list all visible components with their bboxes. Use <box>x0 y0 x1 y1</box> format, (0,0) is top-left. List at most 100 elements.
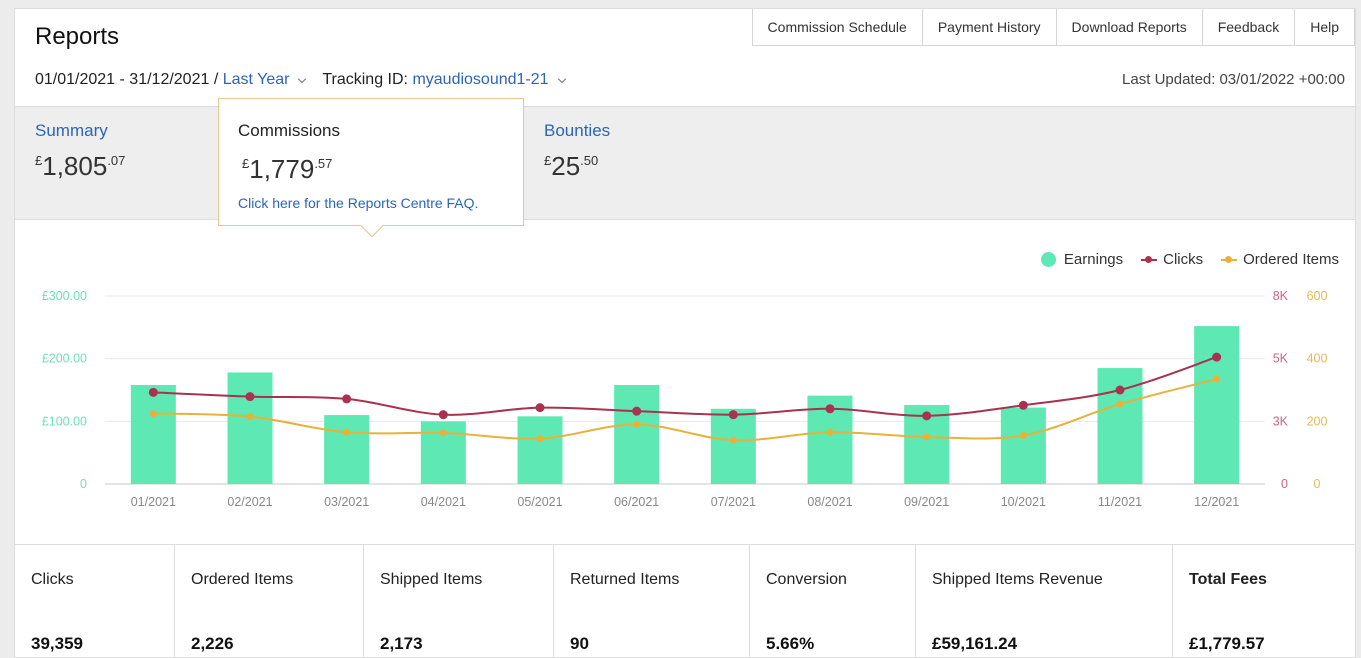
ordered-items-point <box>1213 375 1221 383</box>
bounties-label[interactable]: Bounties <box>544 121 611 140</box>
tab-payment-history[interactable]: Payment History <box>921 9 1057 46</box>
stats-row: Clicks 39,359 Ordered Items 2,226 Shippe… <box>15 544 1355 658</box>
ordered-items-point <box>826 428 834 436</box>
reports-panel: Reports Commission Schedule Payment Hist… <box>14 8 1356 658</box>
stat-shipped-items: Shipped Items 2,173 <box>364 545 554 658</box>
page-title: Reports <box>35 23 120 50</box>
stat-label: Conversion <box>766 571 847 588</box>
stat-value: 2,173 <box>380 634 423 653</box>
earnings-chart: 0 £100.00 £200.00 £300.00 0 3K 5K 8K 0 200 400 600 0… <box>42 289 1328 509</box>
commissions-whole: 1,779 <box>249 154 315 184</box>
x-axis-label: 01/2021 <box>131 495 176 509</box>
clicks-point <box>148 387 158 397</box>
legend-ordered[interactable]: Ordered Items <box>1221 251 1339 268</box>
ordered-axis-tick: 0 <box>1314 477 1321 491</box>
x-axis-label: 05/2021 <box>517 495 562 509</box>
x-axis-label: 07/2021 <box>711 495 756 509</box>
tracking-id-dropdown[interactable]: myaudiosound1-21 <box>412 71 549 88</box>
tracking-label: Tracking ID: <box>322 71 408 88</box>
left-axis-tick: £300.00 <box>42 289 87 303</box>
ordered-items-point <box>536 435 544 443</box>
ordered-items-point <box>1116 400 1124 408</box>
filter-row: 01/01/2021 - 31/12/2021 / Last Year Trac… <box>35 71 573 89</box>
stat-label: Returned Items <box>570 571 680 588</box>
top-nav: Commission Schedule Payment History Down… <box>751 9 1355 46</box>
ordered-axis-tick: 600 <box>1307 289 1328 303</box>
commissions-decimal: .57 <box>314 156 333 171</box>
stat-value: 5.66% <box>766 634 815 653</box>
commissions-popover: Commissions £1,779.57 Click here for the… <box>218 98 524 238</box>
stat-label: Ordered Items <box>191 571 294 588</box>
bounties-card[interactable]: Bounties £25.50 <box>544 121 610 182</box>
ordered-swatch <box>1221 255 1238 265</box>
clicks-axis-tick: 0 <box>1281 477 1288 491</box>
tab-help[interactable]: Help <box>1294 9 1355 46</box>
x-axis-label: 10/2021 <box>1001 495 1046 509</box>
ordered-items-point <box>149 410 157 417</box>
ordered-items-point <box>246 413 254 421</box>
x-axis-label: 09/2021 <box>904 495 949 509</box>
earnings-swatch <box>1040 252 1056 267</box>
tab-commission-schedule[interactable]: Commission Schedule <box>751 9 923 46</box>
x-axis-label: 06/2021 <box>614 495 659 509</box>
bounties-amount: £25.50 <box>544 151 610 182</box>
stat-value: 2,226 <box>191 634 234 653</box>
stat-label: Clicks <box>31 571 74 588</box>
x-axis-label: 12/2021 <box>1194 495 1239 509</box>
stat-label: Shipped Items <box>380 571 483 588</box>
faq-link[interactable]: Click here for the Reports Centre FAQ. <box>238 195 479 211</box>
clicks-point <box>825 404 835 414</box>
clicks-point <box>728 410 738 420</box>
x-axis-label: 02/2021 <box>227 495 272 509</box>
legend-clicks[interactable]: Clicks <box>1141 251 1203 268</box>
ordered-axis-tick: 400 <box>1307 352 1328 366</box>
earnings-bar <box>1194 326 1240 484</box>
stat-ordered-items: Ordered Items 2,226 <box>175 545 364 658</box>
ordered-items-point <box>633 420 641 428</box>
period-dropdown[interactable]: Last Year <box>222 71 290 88</box>
stat-value: £1,779.57 <box>1189 634 1265 653</box>
last-updated-value: 03/01/2022 +00:00 <box>1219 71 1345 88</box>
clicks-point <box>632 406 642 416</box>
earnings-bar <box>517 416 563 484</box>
ordered-items-point <box>1019 431 1027 439</box>
earnings-bar <box>324 415 370 484</box>
clicks-point <box>1115 385 1125 395</box>
currency-symbol: £ <box>544 153 552 168</box>
commissions-label: Commissions <box>238 121 341 140</box>
earnings-bar <box>227 372 273 484</box>
stat-clicks: Clicks 39,359 <box>15 545 175 658</box>
clicks-point <box>438 410 448 420</box>
legend-earnings[interactable]: Earnings <box>1040 251 1123 268</box>
summary-decimal: .07 <box>107 153 126 168</box>
left-axis-tick: £100.00 <box>42 414 87 428</box>
left-axis-tick: 0 <box>80 477 87 491</box>
clicks-point <box>1212 352 1222 362</box>
summary-card[interactable]: Summary £1,805.07 <box>35 121 125 182</box>
ordered-items-point <box>343 428 351 436</box>
clicks-point <box>342 394 352 404</box>
chart-legend: Earnings Clicks Ordered Items <box>1023 251 1339 268</box>
date-range: 01/01/2021 - 31/12/2021 / <box>35 71 219 88</box>
clicks-swatch <box>1141 255 1158 265</box>
ordered-items-point <box>923 433 931 441</box>
last-updated-label: Last Updated: <box>1122 71 1216 88</box>
clicks-point <box>1018 400 1028 410</box>
ordered-axis-tick: 200 <box>1307 414 1328 428</box>
summary-label[interactable]: Summary <box>35 121 108 140</box>
stat-returned-items: Returned Items 90 <box>554 545 750 658</box>
ordered-items-point <box>729 436 737 444</box>
x-axis-label: 04/2021 <box>421 495 466 509</box>
x-axis-label: 03/2021 <box>324 495 369 509</box>
stat-conversion: Conversion 5.66% <box>750 545 916 658</box>
tab-feedback[interactable]: Feedback <box>1201 9 1296 46</box>
x-axis-label: 11/2021 <box>1098 495 1142 509</box>
stat-value: 90 <box>570 634 589 653</box>
clicks-axis-tick: 8K <box>1273 289 1289 303</box>
x-axis-label: 08/2021 <box>807 495 852 509</box>
clicks-axis-tick: 3K <box>1273 414 1289 428</box>
stat-label: Shipped Items Revenue <box>932 571 1103 588</box>
stat-value: £59,161.24 <box>932 634 1018 653</box>
ordered-items-line <box>153 378 1217 442</box>
summary-whole: 1,805 <box>42 151 108 181</box>
